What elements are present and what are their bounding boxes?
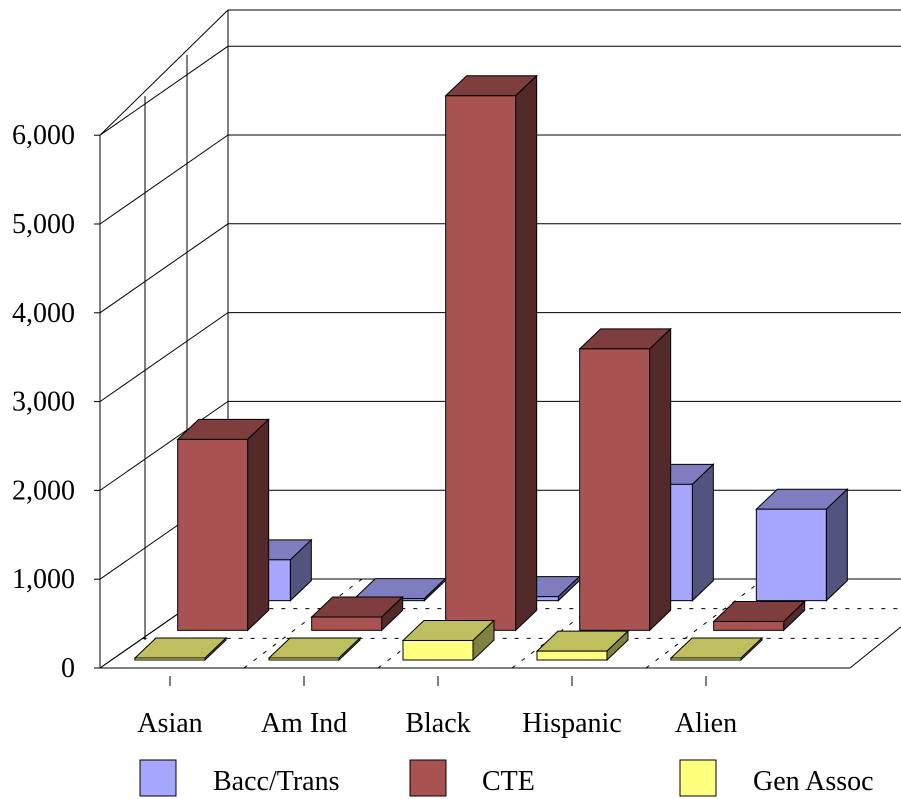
gridline-side [99,400,229,491]
bar-cte-4 [712,600,806,632]
bar-cte-3-front [579,348,651,631]
bar-cte-3 [578,327,672,632]
x-tick-label: Alien [675,708,737,739]
y-tick-label: 4,000 [12,298,75,329]
gridline-side [99,312,229,403]
bar-gen-assoc-1 [267,636,362,662]
y-tick-label: 3,000 [12,387,75,418]
floor-col-separator [645,578,765,669]
bar-bacc-trans-1 [353,577,447,602]
legend: Bacc/Trans CTE Gen Assoc [139,759,874,797]
x-tick-label: Asian [137,708,202,739]
x-axis: Asian Am Ind Black Hispanic Alien [137,676,737,739]
bar-cte-2 [444,74,538,632]
x-tick-label: Hispanic [522,708,622,739]
bar-gen-assoc-0-top [133,637,228,659]
bar-cte-3-side [649,327,672,632]
bar-cte-0-front [177,438,249,631]
legend-item: CTE [409,759,535,797]
bar-bacc-trans-4-side [825,488,848,602]
bar-cte-2-side [515,74,538,632]
y-tick-label: 1,000 [12,564,75,595]
gridline-side [99,223,229,314]
y-axis: 0 1,000 2,000 3,000 4,000 5,000 6,000 [12,120,100,684]
bar-cte-1 [310,595,404,632]
legend-item: Bacc/Trans [139,759,340,797]
bar-cte-0-side [247,418,270,632]
bar-gen-assoc-4-top [669,637,764,659]
bar-gen-assoc-4 [669,636,764,662]
floor-col-separator [243,578,363,669]
legend-swatch [409,759,447,797]
bar-cte-1-front [311,616,383,631]
bar-gen-assoc-2-front [402,639,474,661]
side-top-edge [99,9,229,136]
floor-right-edge [849,626,901,669]
legend-label: Gen Assoc [753,766,874,797]
bar-gen-assoc-0-front [134,657,206,661]
gridline-side [99,134,229,225]
legend-item: Gen Assoc [679,759,874,797]
bar-gen-assoc-1-front [268,657,340,661]
x-tick-label: Am Ind [261,708,347,739]
bar-gen-assoc-4-front [670,657,742,661]
bar-bacc-trans-1-top [353,578,447,600]
bars [133,74,849,662]
bar-gen-assoc-2 [401,619,496,662]
legend-label: CTE [482,766,535,797]
bar-cte-4-front [713,620,785,631]
bar-cte-2-front [445,95,517,631]
bar-gen-assoc-3-front [536,650,608,661]
y-tick-label: 2,000 [12,475,75,506]
y-tick-label: 0 [61,653,75,684]
bar-gen-assoc-1-top [267,637,362,659]
legend-swatch [679,759,717,797]
bar-bacc-trans-4-front [755,508,827,602]
bar-bacc-trans-4 [755,488,849,602]
y-tick-label: 6,000 [12,120,75,151]
gridline-side [99,45,229,136]
x-tick-label: Black [405,708,470,739]
legend-label: Bacc/Trans [213,766,340,797]
bar-cte-0 [176,418,270,632]
bar-gen-assoc-0 [133,636,228,662]
legend-swatch [139,759,177,797]
y-tick-label: 5,000 [12,209,75,240]
bar-bacc-trans-3-side [691,463,714,602]
bar-gen-assoc-3 [535,629,630,662]
